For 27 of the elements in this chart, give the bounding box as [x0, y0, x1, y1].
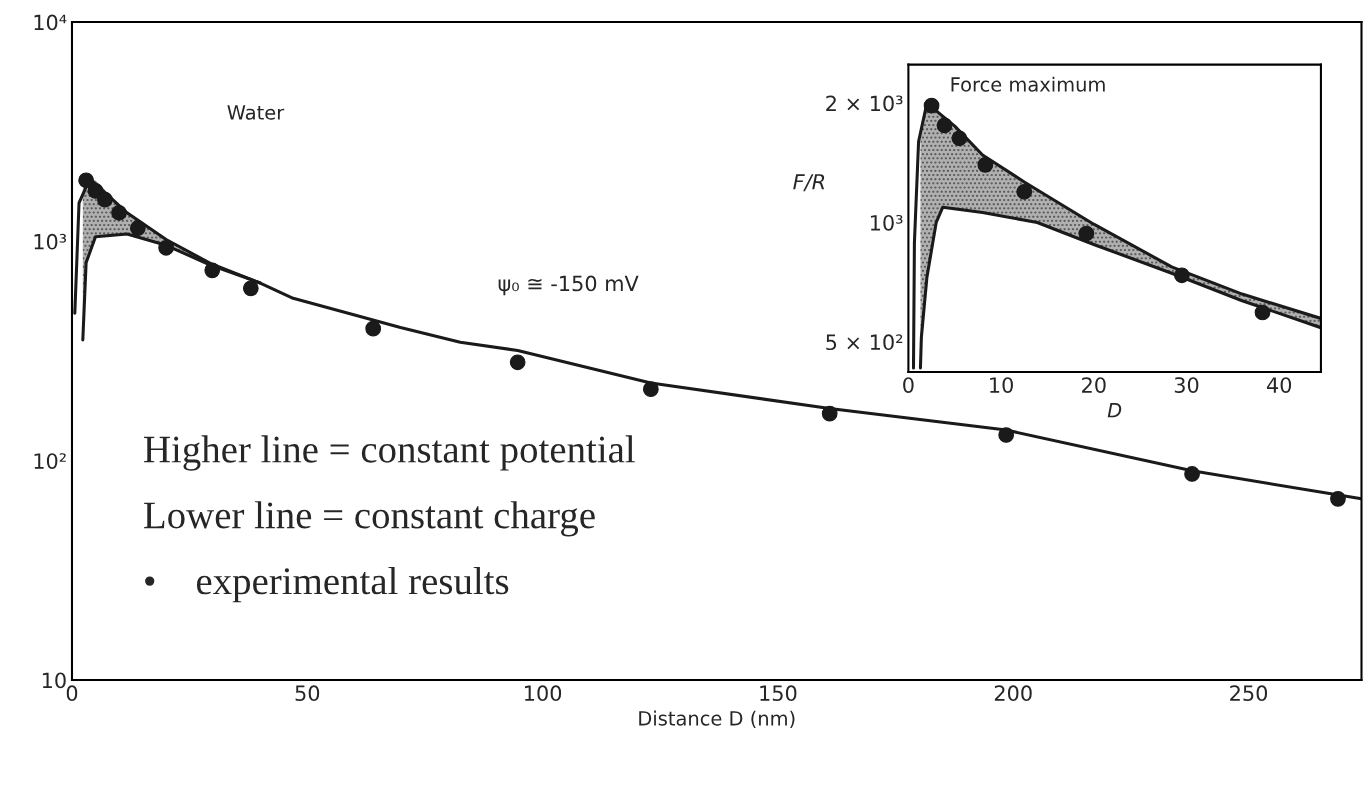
- y-axis-title: F/R: [793, 174, 825, 192]
- x-tick-label: 20: [1082, 377, 1106, 393]
- x-tick-label: 100: [525, 685, 562, 702]
- x-tick-label: 50: [295, 685, 320, 702]
- x-tick-label: 200: [994, 685, 1032, 702]
- x-tick-label: 30: [1174, 377, 1199, 393]
- y-tick-label: 10⁴: [34, 14, 67, 31]
- annotation: • experimental results: [145, 567, 509, 603]
- x-tick-label: 250: [1230, 685, 1268, 702]
- x-axis-title: D: [1107, 403, 1122, 418]
- annotation: ψ₀ ≅ -150 mV: [498, 275, 639, 296]
- x-tick-label: 10: [990, 377, 1013, 393]
- annotation: Water: [227, 105, 285, 120]
- x-tick-label: 0: [903, 377, 914, 393]
- y-tick-label: 10³: [870, 214, 903, 231]
- annotation: Lower line = constant charge: [144, 501, 595, 537]
- annotation: Force maximum: [951, 76, 1105, 92]
- x-tick-label: 40: [1266, 377, 1292, 393]
- x-tick-label: 0: [66, 685, 78, 702]
- y-tick-label: 5 × 10²: [826, 334, 903, 351]
- y-tick-label: 10²: [34, 453, 66, 469]
- x-axis-title: Distance D (nm): [639, 710, 795, 728]
- annotation: Higher line = constant potential: [144, 435, 635, 471]
- y-tick-label: 10³: [34, 233, 67, 250]
- y-tick-label: 2 × 10³: [826, 95, 903, 112]
- y-tick-label: 10: [42, 672, 66, 689]
- x-tick-label: 150: [760, 685, 797, 702]
